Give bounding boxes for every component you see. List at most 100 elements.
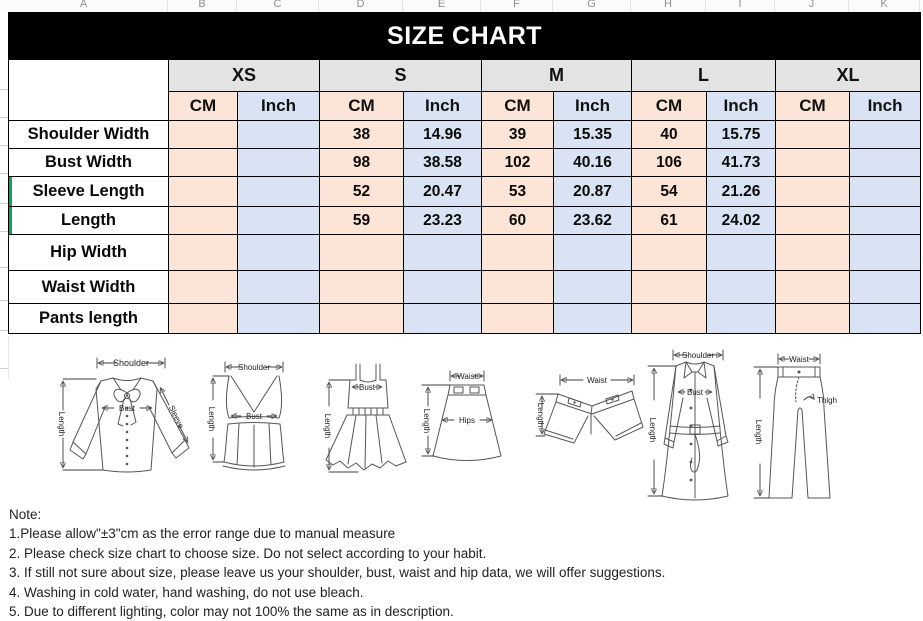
size-cell[interactable]: 40 xyxy=(631,120,707,149)
size-cell[interactable]: 23.23 xyxy=(403,206,482,235)
size-cell[interactable] xyxy=(168,303,238,334)
column-letter-h[interactable]: H xyxy=(631,0,706,12)
unit-header-xs-inch[interactable]: Inch xyxy=(237,91,320,121)
size-cell[interactable] xyxy=(168,206,238,235)
size-cell[interactable] xyxy=(848,176,922,207)
column-letter-i[interactable]: I xyxy=(706,0,775,12)
column-letter-e[interactable]: E xyxy=(403,0,481,12)
size-cell[interactable]: 52 xyxy=(319,176,404,207)
size-cell[interactable]: 41.73 xyxy=(706,148,776,177)
size-cell[interactable]: 21.26 xyxy=(706,176,776,207)
row-label[interactable]: Sleeve Length xyxy=(8,176,169,207)
column-letter-b[interactable]: B xyxy=(168,0,237,12)
size-cell[interactable] xyxy=(237,303,320,334)
column-letter-k[interactable]: K xyxy=(849,0,920,12)
size-cell[interactable]: 24.02 xyxy=(706,206,776,235)
size-cell[interactable] xyxy=(775,234,850,271)
unit-header-l-inch[interactable]: Inch xyxy=(706,91,776,121)
size-cell[interactable] xyxy=(775,206,850,235)
size-cell[interactable]: 15.75 xyxy=(706,120,776,149)
row-label[interactable]: Pants length xyxy=(8,303,169,334)
column-letter-j[interactable]: J xyxy=(775,0,849,12)
unit-header-xs-cm[interactable]: CM xyxy=(168,91,238,121)
size-cell[interactable] xyxy=(848,206,922,235)
size-chart-title[interactable]: SIZE CHART xyxy=(7,12,922,60)
unit-header-xl-inch[interactable]: Inch xyxy=(848,91,922,121)
size-cell[interactable] xyxy=(319,270,404,304)
size-cell[interactable]: 23.62 xyxy=(553,206,632,235)
size-cell[interactable] xyxy=(848,234,922,271)
size-cell[interactable] xyxy=(237,120,320,149)
size-cell[interactable] xyxy=(775,303,850,334)
unit-header-s-cm[interactable]: CM xyxy=(319,91,404,121)
size-cell[interactable]: 54 xyxy=(631,176,707,207)
size-cell[interactable] xyxy=(775,120,850,149)
size-header-l[interactable]: L xyxy=(631,59,776,92)
size-cell[interactable]: 60 xyxy=(481,206,554,235)
column-letter-f[interactable]: F xyxy=(481,0,553,12)
size-cell[interactable] xyxy=(775,176,850,207)
size-cell[interactable] xyxy=(403,234,482,271)
size-cell[interactable] xyxy=(481,234,554,271)
size-cell[interactable] xyxy=(848,303,922,334)
size-cell[interactable] xyxy=(553,303,632,334)
size-cell[interactable] xyxy=(319,234,404,271)
row-label[interactable]: Bust Width xyxy=(8,148,169,177)
size-cell[interactable]: 61 xyxy=(631,206,707,235)
size-header-s[interactable]: S xyxy=(319,59,482,92)
size-cell[interactable] xyxy=(848,148,922,177)
size-header-xs[interactable]: XS xyxy=(168,59,320,92)
size-cell[interactable] xyxy=(237,176,320,207)
unit-header-s-inch[interactable]: Inch xyxy=(403,91,482,121)
size-cell[interactable] xyxy=(631,234,707,271)
size-cell[interactable] xyxy=(237,234,320,271)
size-cell[interactable]: 59 xyxy=(319,206,404,235)
size-cell[interactable] xyxy=(168,176,238,207)
size-cell[interactable]: 38.58 xyxy=(403,148,482,177)
size-cell[interactable] xyxy=(706,303,776,334)
size-cell[interactable]: 106 xyxy=(631,148,707,177)
size-cell[interactable] xyxy=(168,270,238,304)
size-cell[interactable] xyxy=(237,148,320,177)
size-cell[interactable] xyxy=(168,234,238,271)
size-cell[interactable] xyxy=(848,120,922,149)
size-cell[interactable] xyxy=(168,148,238,177)
size-cell[interactable] xyxy=(403,270,482,304)
size-cell[interactable]: 98 xyxy=(319,148,404,177)
size-cell[interactable]: 20.47 xyxy=(403,176,482,207)
size-cell[interactable] xyxy=(631,303,707,334)
size-cell[interactable]: 14.96 xyxy=(403,120,482,149)
column-letter-d[interactable]: D xyxy=(319,0,403,12)
corner-cell[interactable] xyxy=(8,59,169,121)
size-cell[interactable] xyxy=(319,303,404,334)
size-cell[interactable] xyxy=(553,234,632,271)
unit-header-xl-cm[interactable]: CM xyxy=(775,91,850,121)
column-letter-g[interactable]: G xyxy=(553,0,631,12)
size-header-m[interactable]: M xyxy=(481,59,632,92)
size-cell[interactable]: 53 xyxy=(481,176,554,207)
size-cell[interactable] xyxy=(403,303,482,334)
unit-header-m-inch[interactable]: Inch xyxy=(553,91,632,121)
column-letter-c[interactable]: C xyxy=(237,0,319,12)
size-cell[interactable] xyxy=(168,120,238,149)
row-label[interactable]: Length xyxy=(8,206,169,235)
unit-header-l-cm[interactable]: CM xyxy=(631,91,707,121)
column-letter-a[interactable]: A xyxy=(0,0,168,12)
unit-header-m-cm[interactable]: CM xyxy=(481,91,554,121)
size-cell[interactable] xyxy=(553,270,632,304)
size-cell[interactable] xyxy=(706,270,776,304)
size-cell[interactable]: 38 xyxy=(319,120,404,149)
size-cell[interactable] xyxy=(848,270,922,304)
row-label[interactable]: Shoulder Width xyxy=(8,120,169,149)
size-cell[interactable] xyxy=(481,303,554,334)
size-cell[interactable] xyxy=(775,148,850,177)
size-cell[interactable]: 40.16 xyxy=(553,148,632,177)
size-cell[interactable] xyxy=(237,206,320,235)
size-cell[interactable] xyxy=(631,270,707,304)
size-cell[interactable]: 39 xyxy=(481,120,554,149)
size-cell[interactable]: 20.87 xyxy=(553,176,632,207)
size-cell[interactable]: 102 xyxy=(481,148,554,177)
row-label[interactable]: Waist Width xyxy=(8,270,169,304)
size-cell[interactable] xyxy=(706,234,776,271)
size-cell[interactable] xyxy=(775,270,850,304)
